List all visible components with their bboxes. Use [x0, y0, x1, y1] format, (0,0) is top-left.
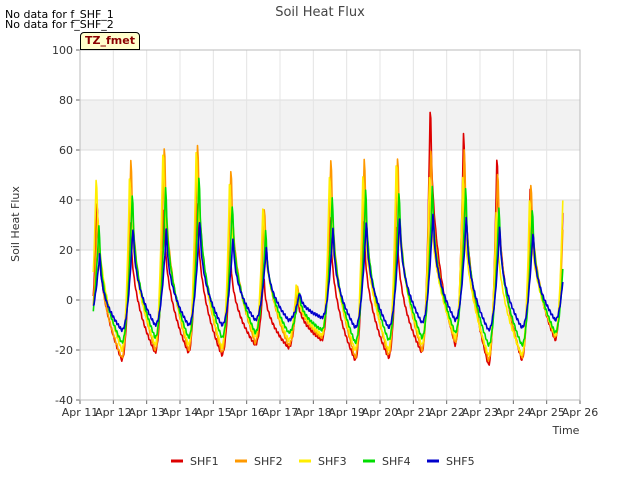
- no-data-note-1: No data for f_SHF_1: [5, 8, 114, 21]
- y-axis-label: Soil Heat Flux: [9, 186, 22, 262]
- series-shf5: [92, 213, 564, 333]
- x-tick-label: Apr 19: [328, 406, 365, 419]
- legend: SHF1 SHF2 SHF3 SHF4 SHF5: [171, 455, 475, 468]
- x-tick-label: Apr 12: [95, 406, 132, 419]
- legend-label-shf3: SHF3: [318, 455, 347, 468]
- y-tick-label: -20: [55, 344, 73, 357]
- x-tick-label: Apr 17: [262, 406, 299, 419]
- series-line-shf5: [92, 213, 564, 333]
- series-layer: [92, 111, 564, 366]
- x-tick-label: Apr 22: [428, 406, 465, 419]
- legend-label-shf2: SHF2: [254, 455, 283, 468]
- plot-band: [80, 100, 580, 150]
- x-tick-label: Apr 21: [395, 406, 432, 419]
- plot-band: [80, 300, 580, 350]
- plot-frame: [79, 49, 581, 401]
- chart-title: Soil Heat Flux: [275, 5, 365, 20]
- legend-label-shf5: SHF5: [446, 455, 475, 468]
- legend-label-shf1: SHF1: [190, 455, 219, 468]
- x-tick-label: Apr 26: [562, 406, 599, 419]
- x-tick-label: Apr 13: [128, 406, 165, 419]
- x-tick-label: Apr 15: [195, 406, 232, 419]
- x-axis-label: Time: [552, 424, 580, 437]
- no-data-note-2: No data for f_SHF_2: [5, 18, 114, 31]
- y-tick-label: -40: [55, 394, 73, 407]
- x-tick-label: Apr 11: [62, 406, 99, 419]
- y-tick-label: 20: [59, 244, 73, 257]
- y-tick-label: 40: [59, 194, 73, 207]
- x-tick-label: Apr 14: [162, 406, 199, 419]
- y-tick-label: 80: [59, 94, 73, 107]
- x-tick-label: Apr 24: [495, 406, 532, 419]
- x-tick-label: Apr 23: [462, 406, 499, 419]
- tz-fmet-tag: TZ_fmet: [80, 32, 140, 50]
- x-tick-label: Apr 16: [228, 406, 265, 419]
- y-tick-label: 60: [59, 144, 73, 157]
- y-tick-label: 100: [52, 44, 73, 57]
- legend-label-shf4: SHF4: [382, 455, 411, 468]
- x-tick-label: Apr 20: [362, 406, 399, 419]
- y-tick-label: 0: [66, 294, 73, 307]
- x-tick-label: Apr 25: [528, 406, 565, 419]
- x-tick-label: Apr 18: [295, 406, 332, 419]
